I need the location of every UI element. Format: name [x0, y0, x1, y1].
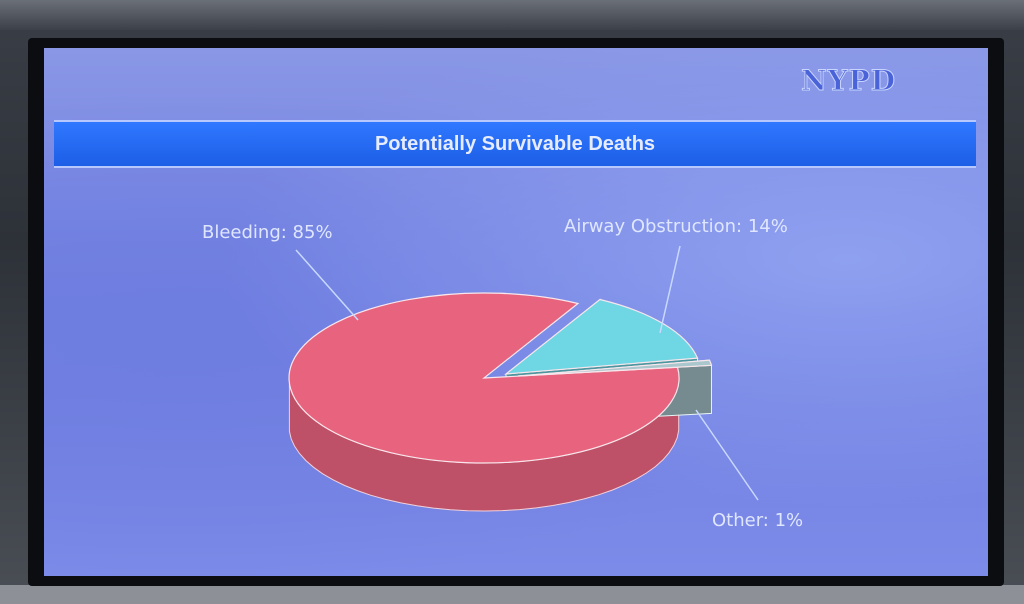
- title-bar: Potentially Survivable Deaths: [54, 120, 976, 168]
- leader-line-bleeding: [295, 249, 359, 321]
- slice-labels: Bleeding: 85% Airway Obstruction: 14% Othe…: [202, 216, 803, 531]
- leader-line-other: [695, 409, 759, 501]
- presentation-slide: NYPD Potentially Survivable Deaths Bleed…: [44, 48, 988, 576]
- nypd-logo: NYPD: [801, 64, 896, 98]
- leader-lines: [295, 245, 759, 501]
- pie-layer: [288, 292, 713, 512]
- chart-title: Potentially Survivable Deaths: [374, 132, 656, 155]
- ceiling: [0, 0, 1024, 30]
- slice-label-other: Other: 1%: [712, 510, 803, 531]
- leader-line-airway-obstruction: [659, 245, 681, 334]
- pie-slice-other: [517, 359, 713, 377]
- pie-slice-airway-obstruction: [504, 298, 699, 375]
- floor-strip: [0, 585, 1024, 604]
- slice-label-bleeding: Bleeding: 85%: [202, 222, 333, 243]
- pie-slice-bleeding: [288, 292, 680, 464]
- slice-label-airway-obstruction: Airway Obstruction: 14%: [564, 216, 788, 237]
- pie-chart: Bleeding: 85% Airway Obstruction: 14% Othe…: [202, 216, 803, 531]
